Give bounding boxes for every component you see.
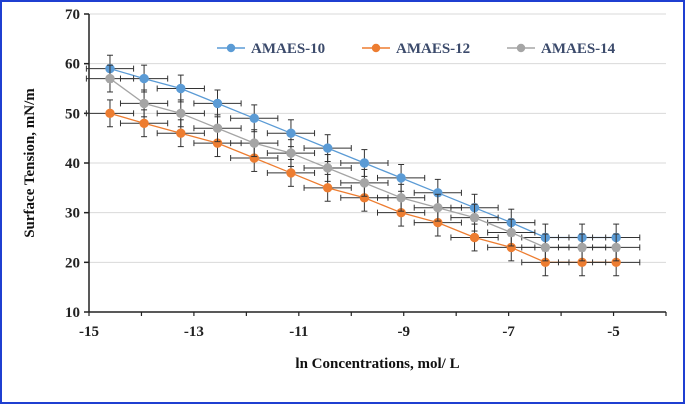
data-point [105,108,115,119]
y-tick-label: 60 [65,57,80,73]
data-point [322,143,333,153]
legend: AMAES-10 AMAES-12 AMAES-14 [217,41,616,57]
data-point [176,108,186,119]
data-point [139,73,149,84]
x-tick-label: -7 [502,324,515,340]
legend-label: AMAES-12 [396,41,470,57]
y-tick-label: 70 [65,7,80,23]
series-amaes-14 [85,64,641,262]
data-point [176,128,186,138]
data-point [611,242,621,253]
data-point [212,98,223,109]
x-tick-label: -5 [607,324,620,340]
data-point [105,73,115,84]
series-amaes-10 [85,54,641,252]
data-point [433,203,443,213]
legend-item: AMAES-14 [507,41,616,57]
data-point [469,212,480,223]
x-axis-title: ln Concentrations, mol/ L [295,356,459,372]
x-tick-label: -13 [184,324,204,340]
data-point [322,183,333,193]
legend-item: AMAES-10 [217,41,325,57]
data-point [212,123,223,133]
series-group [85,54,641,277]
x-tick-label: -15 [79,324,99,340]
x-tick-label: -11 [289,324,308,340]
data-point [176,83,186,94]
data-point [286,168,296,178]
axes: 10 20 30 40 50 60 70 -15 -13 -11 -9 -7 -5 [65,7,667,340]
y-tick-label: 30 [65,206,80,222]
data-point [249,138,259,148]
data-point [396,173,406,183]
data-point [396,193,406,203]
data-point [139,98,149,109]
data-point [469,232,480,243]
y-tick-label: 10 [65,305,80,321]
y-tick-label: 50 [65,106,80,122]
y-tick-label: 40 [65,156,80,172]
legend-label: AMAES-10 [251,41,325,57]
data-point [359,158,370,168]
data-point [286,128,296,138]
legend-marker [226,43,236,53]
data-point [139,118,149,128]
data-point [249,113,259,124]
data-point [540,242,551,253]
data-point [506,227,516,238]
series-amaes-12 [85,99,641,277]
legend-marker [516,43,526,53]
data-point [577,242,587,253]
x-tick-label: -9 [397,324,410,340]
data-point [322,163,333,173]
data-point [359,178,370,188]
series-line [109,112,617,263]
legend-label: AMAES-14 [541,41,616,57]
data-point [286,148,296,158]
legend-item: AMAES-12 [362,41,470,57]
legend-marker [371,43,381,53]
y-tick-label: 20 [65,255,80,271]
y-axis-title: Surface Tension, mN/m [22,88,38,238]
